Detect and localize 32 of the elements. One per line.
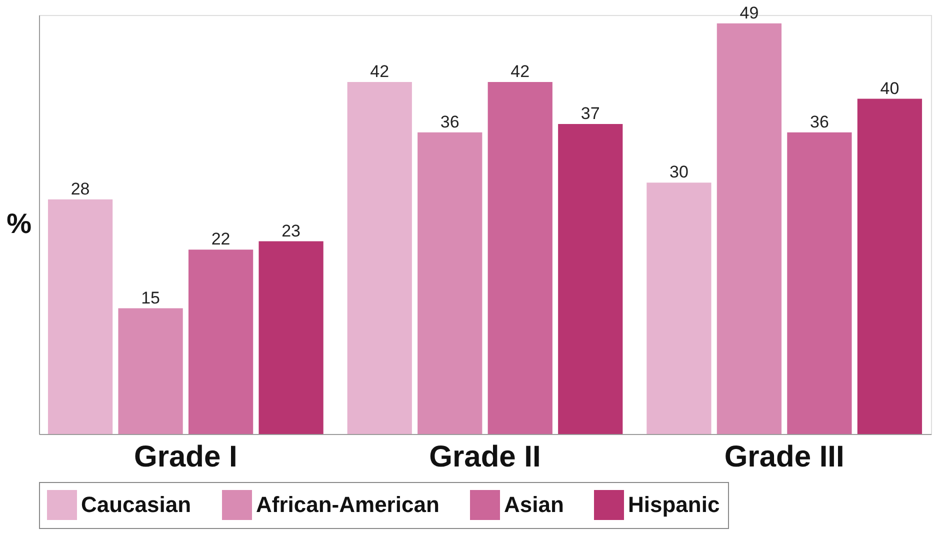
data-label: 36 [810, 112, 829, 132]
data-label: 28 [70, 179, 90, 198]
data-label: 40 [880, 78, 900, 98]
bar [558, 124, 623, 434]
x-tick-label: Grade III [724, 440, 844, 474]
data-label: 36 [440, 112, 460, 132]
data-label: 37 [580, 104, 600, 123]
bar [258, 241, 324, 434]
legend-label: Caucasian [81, 492, 192, 517]
bar [488, 82, 552, 434]
legend-label: African-American [256, 492, 440, 517]
data-label: 15 [141, 288, 160, 308]
data-label: 30 [669, 162, 688, 182]
data-label: 42 [370, 62, 390, 82]
data-label: 49 [740, 3, 759, 22]
bar [48, 199, 113, 434]
legend-label: Asian [504, 492, 564, 517]
bar [347, 82, 412, 434]
y-axis-title: % [6, 208, 32, 239]
bar [188, 250, 254, 434]
data-label: 22 [211, 230, 230, 249]
bar [646, 182, 712, 434]
bar [857, 98, 922, 434]
bar [118, 308, 183, 434]
legend-label: Hispanic [628, 492, 720, 517]
bar [787, 132, 852, 434]
bar [418, 132, 482, 434]
data-label: 42 [510, 62, 530, 82]
data-label: 23 [282, 221, 301, 240]
bar [716, 23, 782, 434]
x-tick-label: Grade II [429, 440, 541, 474]
x-tick-label: Grade I [134, 440, 238, 474]
